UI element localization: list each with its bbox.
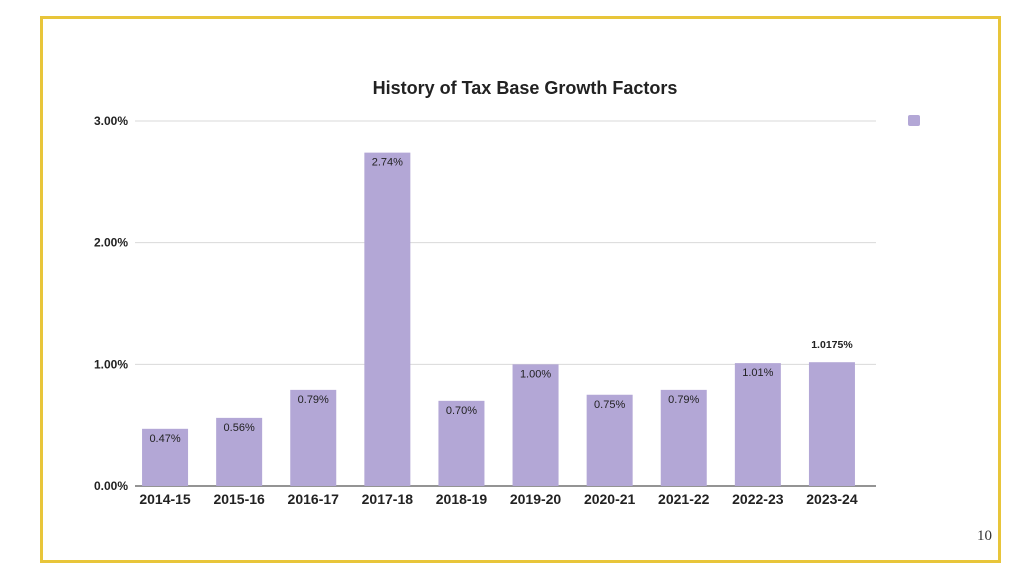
y-tick-label: 0.00% bbox=[94, 479, 128, 493]
bar bbox=[586, 394, 633, 486]
data-label: 0.47% bbox=[149, 433, 180, 445]
bar bbox=[808, 362, 855, 486]
data-label: 1.0175% bbox=[811, 339, 853, 351]
x-tick-label: 2019-20 bbox=[510, 491, 562, 507]
x-tick-label: 2018-19 bbox=[436, 491, 488, 507]
x-tick-label: 2020-21 bbox=[584, 491, 636, 507]
page-number: 10 bbox=[977, 528, 992, 544]
y-tick-label: 3.00% bbox=[94, 114, 128, 128]
data-label: 0.70% bbox=[446, 405, 477, 417]
x-tick-label: 2023-24 bbox=[806, 491, 858, 507]
data-label: 1.00% bbox=[520, 368, 551, 380]
data-label: 0.79% bbox=[668, 394, 699, 406]
bar bbox=[438, 400, 485, 486]
data-label: 0.56% bbox=[224, 422, 255, 434]
x-tick-labels: 2014-15 2015-16 2016-17 2017-18 2018-19 2019-… bbox=[139, 491, 857, 507]
bars bbox=[142, 152, 855, 486]
bar bbox=[216, 417, 263, 486]
data-labels: 0.47% 0.56% 0.79% 2.74% 0.70% 1.00% 0.75% 0.79%… bbox=[149, 157, 853, 445]
slide-frame bbox=[40, 16, 1001, 563]
y-tick-label: 1.00% bbox=[94, 357, 128, 371]
x-tick-label: 2014-15 bbox=[139, 491, 191, 507]
y-tick-label: 2.00% bbox=[94, 236, 128, 250]
bar bbox=[512, 364, 559, 486]
data-label: 1.01% bbox=[742, 367, 773, 379]
bar bbox=[290, 389, 337, 486]
bar bbox=[734, 363, 781, 486]
x-tick-label: 2015-16 bbox=[213, 491, 265, 507]
x-tick-label: 2022-23 bbox=[732, 491, 784, 507]
bar bbox=[660, 389, 707, 486]
x-tick-label: 2017-18 bbox=[362, 491, 414, 507]
x-tick-label: 2016-17 bbox=[288, 491, 340, 507]
bar bbox=[142, 428, 189, 486]
chart-title: History of Tax Base Growth Factors bbox=[372, 78, 678, 98]
legend-swatch bbox=[908, 115, 920, 126]
data-label: 0.79% bbox=[298, 394, 329, 406]
x-tick-label: 2021-22 bbox=[658, 491, 710, 507]
bar bbox=[364, 152, 411, 486]
y-tick-labels: 0.00% 1.00% 2.00% 3.00% bbox=[94, 114, 128, 493]
data-label: 2.74% bbox=[372, 157, 403, 169]
data-label: 0.75% bbox=[594, 399, 625, 411]
